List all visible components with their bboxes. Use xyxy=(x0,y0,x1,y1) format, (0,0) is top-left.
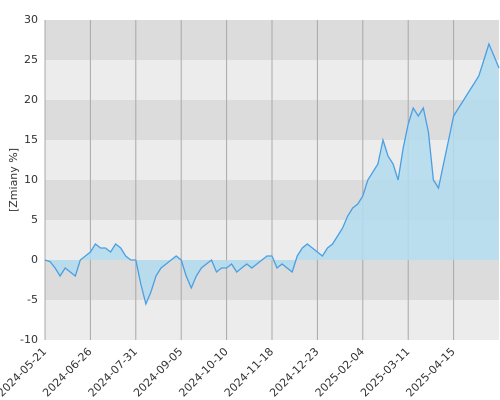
y-axis-label: [Zmiany %] xyxy=(7,148,20,212)
y-tick-label: 5 xyxy=(31,213,38,226)
y-tick-label: 10 xyxy=(24,173,38,186)
y-tick-label: 0 xyxy=(31,253,38,266)
y-tick-label: -5 xyxy=(27,293,38,306)
y-tick-label: -10 xyxy=(20,333,38,346)
y-tick-label: 25 xyxy=(24,53,38,66)
line xyxy=(44,42,500,307)
y-tick-label: 30 xyxy=(24,13,38,26)
y-tick-label: 20 xyxy=(24,93,38,106)
x-tick-label: 2025-04-15 xyxy=(403,345,457,399)
y-tick-label: 15 xyxy=(24,133,38,146)
area-fill xyxy=(45,44,499,304)
